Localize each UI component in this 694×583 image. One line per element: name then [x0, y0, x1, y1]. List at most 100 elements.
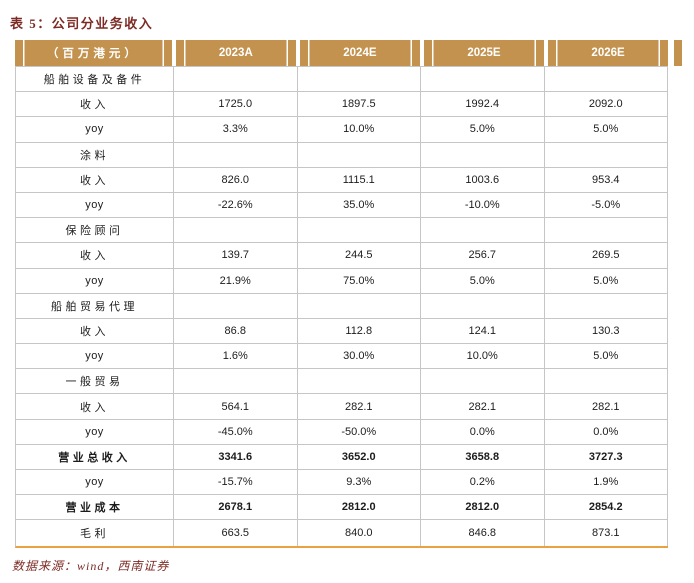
value-cell [544, 293, 668, 319]
table-title: 表 5：公司分业务收入 [10, 16, 154, 31]
row-label: 船舶设备及备件 [16, 67, 174, 93]
value-cell: 3.3% [174, 117, 298, 143]
value-cell: 2678.1 [174, 495, 298, 521]
value-cell: 5.0% [544, 344, 668, 370]
row-label: yoy [16, 192, 174, 219]
table-row: 毛利 663.5 840.0 846.8 873.1 [16, 520, 668, 546]
row-label: 毛利 [16, 520, 174, 546]
row-label: yoy [16, 117, 174, 143]
value-cell: 112.8 [297, 318, 421, 345]
value-cell: 5.0% [544, 268, 668, 294]
value-cell [174, 369, 298, 395]
table-row: 船舶贸易代理 [16, 293, 668, 319]
header-year-2024e: 2024E [299, 40, 420, 66]
value-cell: 282.1 [544, 394, 668, 420]
data-source: 数据来源：wind，西南证券 [12, 559, 170, 573]
value-cell: -10.0% [421, 192, 545, 219]
value-cell: 3341.6 [174, 444, 298, 470]
table-row: 收入 86.8 112.8 124.1 130.3 [16, 318, 668, 345]
value-cell: 21.9% [174, 268, 298, 294]
value-cell: 663.5 [174, 520, 298, 546]
table-row: 营业成本 2678.1 2812.0 2812.0 2854.2 [16, 495, 668, 521]
value-cell: 256.7 [421, 243, 545, 269]
row-label: 收入 [16, 394, 174, 420]
value-cell: 840.0 [298, 520, 421, 546]
row-label: 船舶贸易代理 [16, 293, 174, 319]
value-cell: 0.0% [544, 419, 668, 445]
value-cell: 5.0% [544, 117, 668, 143]
value-cell: 86.8 [174, 318, 298, 345]
table-row: yoy -22.6% 35.0% -10.0% -5.0% [16, 192, 668, 219]
table-row: yoy -15.7% 9.3% 0.2% 1.9% [16, 470, 668, 496]
value-cell: 5.0% [421, 117, 545, 143]
value-cell: 75.0% [297, 268, 421, 294]
value-cell: 1115.1 [297, 167, 421, 193]
row-label: yoy [16, 344, 174, 370]
value-cell: 953.4 [544, 167, 668, 193]
value-cell: 2854.2 [544, 495, 668, 521]
value-cell [297, 218, 421, 244]
value-cell: 3727.3 [544, 444, 668, 470]
value-cell [174, 293, 298, 319]
table-row: 收入 1725.0 1897.5 1992.4 2092.0 [16, 92, 668, 118]
value-cell [421, 218, 545, 244]
row-label: 一般贸易 [16, 369, 174, 395]
value-cell: 5.0% [421, 268, 545, 294]
value-cell: 0.0% [421, 419, 545, 445]
value-cell: 130.3 [544, 318, 668, 345]
value-cell [421, 293, 545, 319]
value-cell [174, 142, 298, 168]
table-body: 船舶设备及备件 收入 1725.0 1897.5 1992.4 2092.0 yoy 3.3%… [15, 66, 668, 548]
row-label: 涂料 [16, 142, 174, 168]
value-cell [544, 142, 668, 168]
value-cell: 269.5 [544, 243, 668, 269]
value-cell: 873.1 [545, 520, 668, 546]
value-cell [174, 218, 298, 244]
table-row: yoy -45.0% -50.0% 0.0% 0.0% [16, 419, 668, 445]
value-cell: 2812.0 [297, 495, 421, 521]
table-row: yoy 3.3% 10.0% 5.0% 5.0% [16, 117, 668, 143]
value-cell: -45.0% [174, 419, 298, 445]
header-year-2026e: 2026E [548, 40, 669, 66]
table-row: 船舶设备及备件 [16, 67, 668, 93]
value-cell: 1.6% [174, 344, 298, 370]
table-row: 一般贸易 [16, 369, 668, 395]
value-cell [421, 142, 545, 168]
row-label: 收入 [16, 243, 174, 269]
value-cell: 139.7 [174, 243, 298, 269]
value-cell [421, 67, 545, 93]
table-row: yoy 21.9% 75.0% 5.0% 5.0% [16, 268, 668, 294]
value-cell: 826.0 [174, 167, 298, 193]
row-label: 保险顾问 [16, 218, 174, 244]
value-cell [174, 67, 298, 93]
header-unit-cell: （百万港元） [15, 40, 172, 66]
row-label: yoy [16, 419, 174, 445]
table-row: 收入 826.0 1115.1 1003.6 953.4 [16, 167, 668, 193]
table-row: 收入 564.1 282.1 282.1 282.1 [16, 394, 668, 420]
value-cell: 3652.0 [297, 444, 421, 470]
value-cell: 10.0% [421, 344, 545, 370]
value-cell: -50.0% [297, 419, 421, 445]
value-cell: 564.1 [174, 394, 298, 420]
row-label: 营业总收入 [16, 444, 174, 470]
value-cell: 1003.6 [421, 167, 545, 193]
revenue-by-segment-table: （百万港元） 2023A 2024E 2025E 2026E 船舶设备及备件 收入… [15, 40, 683, 548]
value-cell: -22.6% [174, 192, 298, 219]
table-row: 涂料 [16, 142, 668, 168]
header-end-cap [672, 40, 683, 66]
value-cell: 2092.0 [544, 92, 668, 118]
value-cell: 124.1 [421, 318, 545, 345]
value-cell: 244.5 [297, 243, 421, 269]
value-cell: 3658.8 [421, 444, 545, 470]
value-cell [421, 369, 545, 395]
value-cell: 35.0% [297, 192, 421, 219]
table-row: 营业总收入 3341.6 3652.0 3658.8 3727.3 [16, 444, 668, 470]
table-row: 保险顾问 [16, 218, 668, 244]
value-cell [297, 293, 421, 319]
row-label: yoy [16, 268, 174, 294]
value-cell: 1725.0 [174, 92, 298, 118]
value-cell: -5.0% [544, 192, 668, 219]
value-cell: 282.1 [421, 394, 545, 420]
value-cell: 9.3% [297, 470, 421, 496]
value-cell [297, 142, 421, 168]
